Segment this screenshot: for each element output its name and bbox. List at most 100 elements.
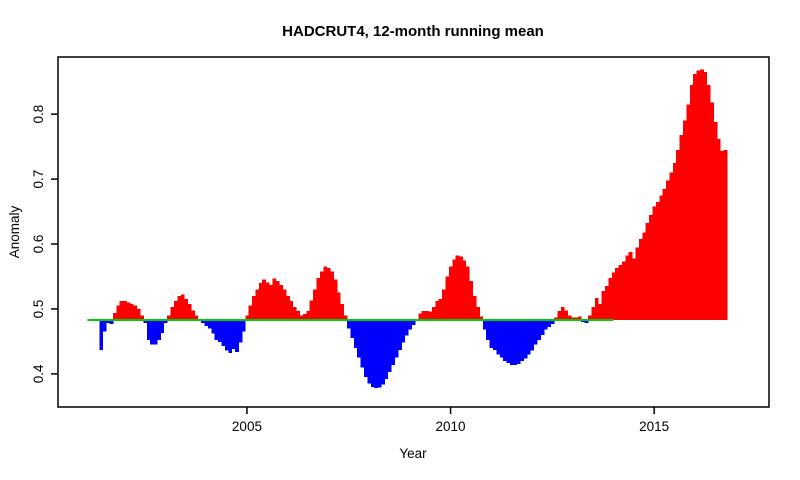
anomaly-bar [241,319,246,332]
anomaly-bar [235,319,239,352]
anomaly-bar [211,319,216,334]
anomaly-bar [160,319,165,333]
x-tick-label: 2005 [232,419,262,434]
anomaly-bar [262,279,267,320]
anomaly-bar [560,307,565,320]
anomaly-bar [323,266,328,320]
anomaly-bar [710,102,714,320]
x-axis-label: Year [399,446,427,461]
anomaly-bar [319,271,324,320]
anomaly-bar [207,319,212,329]
anomaly-bar [340,303,345,320]
anomaly-bar [224,319,229,351]
anomaly-bar [170,307,175,320]
anomaly-bar [465,266,470,320]
anomaly-bar [221,319,226,346]
anomaly-bar [330,271,334,320]
chart-title: HADCRUT4, 12-month running mean [282,23,544,40]
anomaly-bar [418,313,423,320]
anomaly-bar [469,281,474,320]
anomaly-bar [652,206,657,320]
anomaly-bar [479,316,484,320]
anomaly-bar [669,172,674,320]
anomaly-bar [180,294,185,320]
anomaly-bar [720,151,725,320]
anomaly-bar [201,319,205,324]
anomaly-bar [476,307,480,320]
y-tick-label: 0.4 [31,364,46,383]
anomaly-bar [621,261,626,320]
anomaly-bar [455,255,460,320]
anomaly-bar [723,149,728,320]
y-axis: 0.4 0.5 0.6 0.7 0.8 [31,105,58,383]
anomaly-bar [370,319,375,387]
anomaly-bar [530,319,535,351]
anomaly-bar [486,319,490,341]
anomaly-bar [112,312,117,320]
anomaly-bar [472,295,477,320]
anomaly-bar [184,299,188,320]
anomaly-bar [635,247,640,320]
anomaly-bar [543,319,548,330]
anomaly-bar [598,303,602,320]
anomaly-bar [428,311,433,320]
anomaly-bar [431,307,436,320]
anomaly-bar [102,319,107,332]
anomaly-bar [618,264,623,320]
anomaly-bar [116,305,121,320]
anomaly-bar [611,272,616,320]
anomaly-bar [214,319,219,341]
anomaly-bar [360,319,365,368]
anomaly-bar [547,319,552,328]
anomaly-bar [228,319,233,354]
anomaly-bar [367,319,372,384]
anomaly-bar [699,69,704,320]
anomaly-bar [571,317,575,320]
y-axis-label: Anomaly [7,205,22,258]
anomaly-bar [157,319,161,341]
anomaly-bar [347,319,351,329]
anomaly-bar [238,319,243,343]
x-tick-label: 2010 [436,419,466,434]
anomaly-bar [129,303,134,320]
anomaly-bar [167,315,171,320]
anomaly-bar [506,319,511,363]
anomaly-bar [187,303,192,320]
anomaly-bar [554,317,558,320]
anomaly-bar [513,319,518,365]
anomaly-bar [683,120,687,320]
anomaly-bar [459,256,463,320]
anomaly-bar [136,308,141,320]
anomaly-bar [649,214,653,320]
anomaly-bar [143,319,148,324]
anomaly-bar [526,319,531,355]
anomaly-bar [316,277,321,320]
anomaly-bar [516,319,521,365]
anomaly-bar [404,319,409,336]
anomaly-bar [445,276,450,320]
anomaly-bar [438,299,443,320]
anomaly-bar [608,277,613,320]
anomaly-bar [387,319,392,372]
anomaly-bar [489,319,494,348]
anomaly-bar [394,319,399,358]
anomaly-bar [333,279,338,320]
anomaly-bar [231,319,236,350]
anomaly-bar [265,282,270,320]
anomaly-bar [279,284,283,320]
anomaly-bar [679,134,684,320]
anomaly-bar [642,232,647,320]
anomaly-bar [492,319,497,350]
anomaly-bar [577,316,582,320]
anomaly-bar [258,282,263,320]
anomaly-bar [374,319,378,389]
anomaly-bar [146,319,151,341]
anomaly-bar [703,71,708,320]
anomaly-bar [218,319,222,343]
anomaly-bar [163,319,168,324]
anomaly-bar [357,319,362,358]
anomaly-bar [628,251,633,320]
anomaly-bar [499,319,504,358]
anomaly-bar [364,319,368,378]
